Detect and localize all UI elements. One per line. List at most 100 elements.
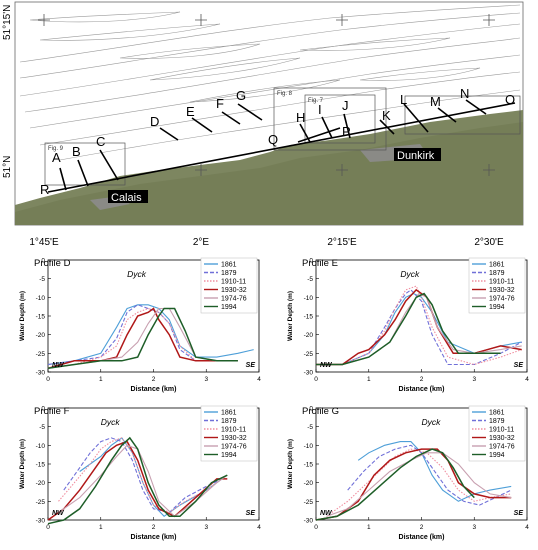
legend-box — [468, 405, 526, 462]
legend-label: 1930-32 — [221, 435, 247, 442]
legend-label: 1910-11 — [221, 427, 246, 434]
legend-box — [200, 257, 258, 314]
chart-title: Profile F — [34, 406, 70, 417]
legend-label: 1861 — [489, 410, 505, 417]
y-axis-label: Water Depth (m) — [19, 291, 26, 341]
x-tick-label: 3 — [472, 376, 476, 383]
calais-label: Calais — [111, 192, 142, 204]
legend-label: 1974-76 — [489, 296, 515, 303]
legend-label: 1879 — [221, 418, 237, 425]
dyck-annotation: Dyck — [101, 417, 121, 427]
series-line-1910-11 — [58, 437, 223, 514]
x-tick-label: 1 — [367, 376, 371, 383]
legend-label: 1861 — [221, 262, 237, 269]
x-tick-label: 2 — [152, 376, 156, 383]
legend-label: 1974-76 — [221, 296, 247, 303]
series-line-1910-11 — [331, 448, 512, 513]
fig-8-label: Fig. 8 — [277, 91, 293, 97]
x-axis-label: Distance (km) — [399, 534, 445, 541]
corner-nw-label: NW — [320, 510, 333, 517]
x-axis-label: Distance (km) — [131, 386, 177, 393]
figure-boxes — [44, 87, 521, 186]
y-tick-label: -25 — [36, 499, 46, 506]
series-line-1930-32 — [315, 448, 512, 521]
profile-letter-o: O — [505, 92, 515, 107]
dunkirk-label: Dunkirk — [397, 150, 435, 162]
legend-label: 1994 — [489, 452, 505, 459]
bathymetric-contours — [19, 4, 521, 161]
lon-label-2-15: 2°15'E — [327, 237, 357, 248]
x-tick-label: 4 — [257, 524, 261, 531]
profile-letter-l: L — [400, 92, 407, 107]
chart-title: Profile E — [302, 258, 338, 269]
x-tick-label: 2 — [420, 524, 424, 531]
legend-label: 1930-32 — [221, 287, 247, 294]
x-tick-label: 2 — [420, 376, 424, 383]
series-line-1994 — [315, 448, 475, 521]
y-tick-label: -5 — [39, 424, 45, 431]
y-tick-label: -15 — [304, 314, 314, 321]
x-tick-label: 1 — [99, 524, 103, 531]
legend-label: 1879 — [489, 418, 505, 425]
profile-letter-i: I — [318, 102, 322, 117]
profile-letter-g: G — [236, 88, 246, 103]
x-tick-label: 4 — [257, 376, 261, 383]
y-tick-label: -15 — [36, 462, 46, 469]
chart-title: Profile G — [302, 406, 339, 417]
corner-se-label: SE — [246, 510, 256, 517]
series-line-1994 — [316, 292, 501, 366]
y-tick-label: -10 — [36, 443, 46, 450]
corner-se-label: SE — [514, 362, 524, 369]
x-tick-label: 2 — [152, 524, 156, 531]
y-tick-label: -30 — [304, 370, 314, 377]
y-tick-label: -20 — [304, 480, 314, 487]
legend-label: 1994 — [489, 304, 505, 311]
corner-nw-label: NW — [320, 362, 333, 369]
series-line-1930-32 — [47, 440, 228, 521]
x-tick-label: 1 — [367, 524, 371, 531]
fig-8-box — [273, 87, 387, 151]
series-line-1879 — [347, 444, 512, 506]
x-tick-label: 0 — [314, 524, 318, 531]
profile-letter-a: A — [52, 150, 61, 165]
x-tick-label: 1 — [99, 376, 103, 383]
x-tick-label: 3 — [204, 376, 208, 383]
corner-nw-label: NW — [52, 510, 65, 517]
x-tick-label: 3 — [472, 524, 476, 531]
series-line-1994 — [47, 307, 238, 370]
y-tick-label: -20 — [304, 332, 314, 339]
profile-letter-f: F — [216, 96, 224, 111]
grid-crosses — [38, 14, 495, 176]
series-line-1974-76 — [326, 452, 512, 517]
lon-label-2-30: 2°30'E — [474, 237, 504, 248]
x-tick-label: 4 — [525, 524, 529, 531]
y-axis-label: Water Depth (m) — [287, 439, 294, 489]
legend-label: 1879 — [221, 270, 237, 277]
y-tick-label: -10 — [304, 295, 314, 302]
lat-label-51-15: 51°15'N — [2, 5, 13, 40]
profile-letter-m: M — [430, 94, 441, 109]
y-tick-label: -5 — [307, 276, 313, 283]
y-tick-label: -30 — [36, 518, 46, 525]
lat-label-51: 51°N — [2, 156, 13, 178]
y-tick-label: -30 — [304, 518, 314, 525]
profile-letter-n: N — [460, 86, 469, 101]
profile-letters: A BC D E FG HI J KL M N O P Q R — [40, 86, 515, 197]
corner-se-label: SE — [246, 362, 256, 369]
y-tick-label: -15 — [36, 314, 46, 321]
legend-label: 1910-11 — [489, 279, 514, 286]
profile-letter-k: K — [382, 108, 391, 123]
series-line-1861 — [357, 441, 512, 502]
profile-letter-d: D — [150, 114, 159, 129]
x-tick-label: 0 — [46, 376, 50, 383]
legend-label: 1994 — [221, 304, 237, 311]
profile-letter-c: C — [96, 134, 105, 149]
y-tick-label: 0 — [309, 406, 313, 413]
fig-7-label: Fig. 7 — [308, 98, 324, 104]
y-tick-label: 0 — [41, 258, 45, 265]
y-tick-label: -15 — [304, 462, 314, 469]
legend-label: 1910-11 — [489, 427, 514, 434]
